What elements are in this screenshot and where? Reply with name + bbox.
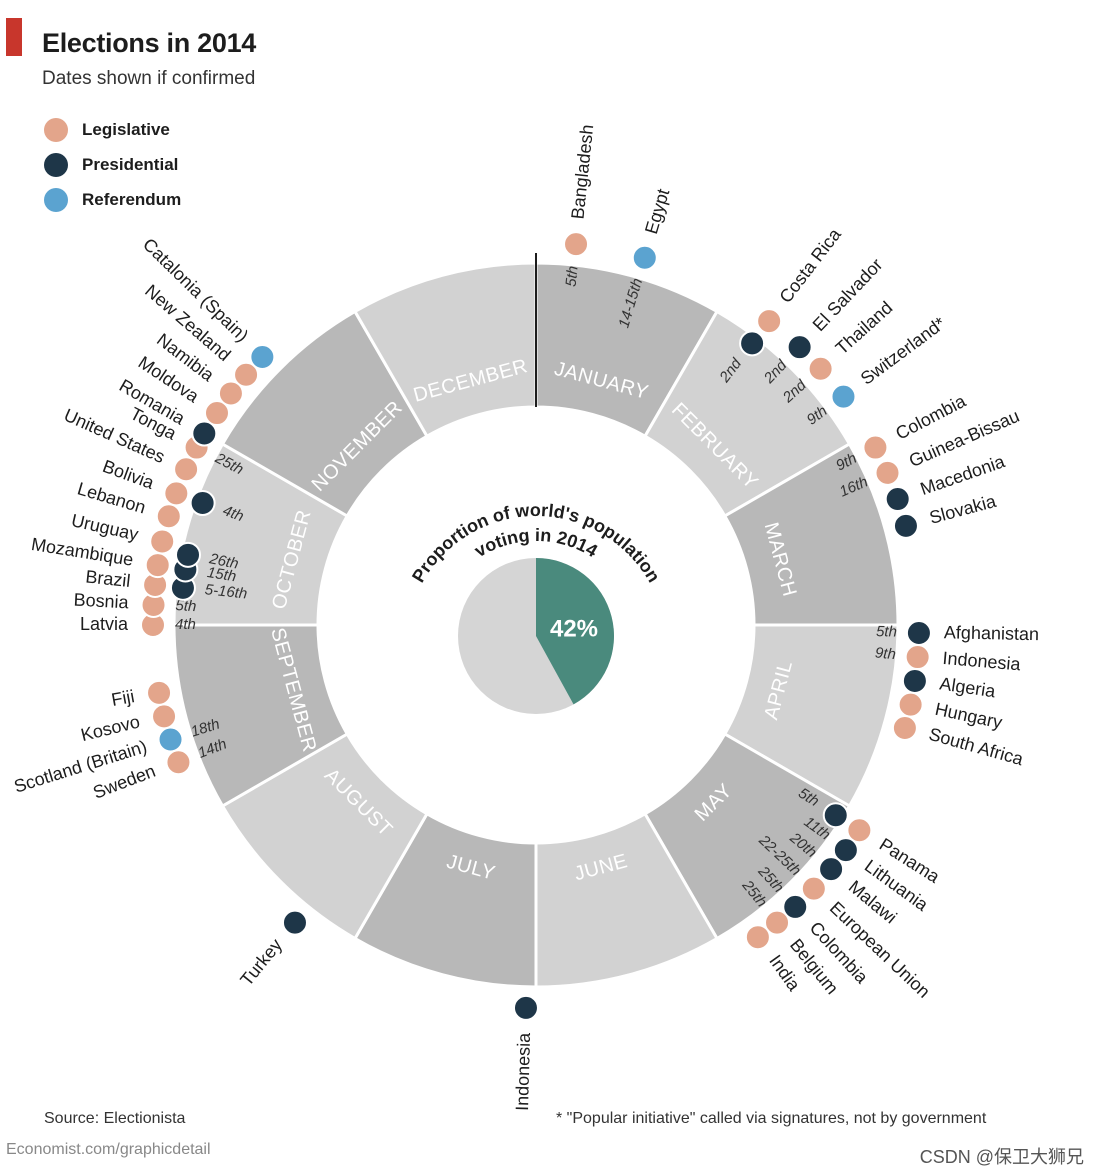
legend-item-legislative: Legislative [44,112,181,147]
election-marker-legislative [144,552,171,579]
election-marker-legislative [163,480,190,507]
legend-dot-presidential [44,152,68,177]
election-marker-legislative [233,361,260,388]
watermark: CSDN @保卫大狮兄 [919,1147,1084,1167]
election-date-label: 5th [563,265,582,288]
election-marker-presidential [782,893,809,920]
election-marker-legislative [891,714,918,741]
legend-dot-legislative [44,117,68,142]
election-marker-legislative [151,703,178,730]
election-date-label: 9th [874,644,896,663]
legend-label: Presidential [82,154,179,174]
source-note: Source: Electionista [44,1110,186,1127]
election-date-label: 5th [175,597,197,615]
election-date-label: 26th [207,550,240,573]
election-date-label: 5-16th [204,581,248,602]
election-date-label: 4th [221,502,246,525]
country-label: Uruguay [70,510,141,544]
election-marker-presidential [281,909,308,936]
election-date-label: 15th [206,564,238,585]
legend-label: Legislative [82,119,170,139]
election-marker-referendum [249,344,276,371]
chart-subtitle: Dates shown if confirmed [42,68,256,89]
country-label: Turkey [236,935,286,990]
election-marker-legislative [807,355,834,382]
legend-dot-referendum [44,187,68,212]
election-marker-presidential [189,490,216,517]
center-title-line2: voting in 2014 [471,525,601,561]
election-marker-legislative [146,679,173,706]
election-marker-legislative [756,308,783,335]
election-marker-legislative [165,749,192,776]
election-marker-presidential [832,837,859,864]
election-marker-legislative [764,909,791,936]
election-marker-presidential [818,856,845,883]
country-label: Latvia [80,614,129,634]
chart-title: Elections in 2014 [42,28,256,58]
footnote: * "Popular initiative" called via signat… [556,1110,987,1127]
legend-item-presidential: Presidential [44,147,181,182]
country-label: South Africa [927,724,1027,770]
credit-link[interactable]: Economist.com/graphicdetail [6,1141,211,1158]
country-label: Bangladesh [567,123,597,220]
election-marker-legislative [149,528,176,555]
election-marker-presidential [739,330,766,357]
legend-item-referendum: Referendum [44,182,181,217]
country-label: Afghanistan [944,622,1039,644]
election-marker-legislative [862,434,889,461]
legend: Legislative Presidential Referendum [44,112,181,217]
election-marker-presidential [512,994,539,1021]
election-marker-referendum [830,383,857,410]
election-marker-referendum [631,244,658,271]
election-date-label: 5th [876,623,897,640]
election-marker-legislative [155,503,182,530]
election-marker-legislative [846,817,873,844]
election-marker-presidential [191,420,218,447]
country-label: Egypt [641,186,673,236]
election-marker-presidential [901,667,928,694]
election-marker-presidential [786,334,813,361]
country-label: Bosnia [73,590,130,613]
election-marker-legislative [744,924,771,951]
election-marker-presidential [175,541,202,568]
country-label: Indonesia [512,1032,534,1112]
election-marker-presidential [905,620,932,647]
country-label: Algeria [938,673,997,701]
country-label: Brazil [85,566,132,591]
election-date-label: 4th [175,616,196,633]
country-label: Slovakia [927,491,999,528]
election-marker-referendum [157,726,184,753]
country-label: Fiji [110,686,136,710]
election-marker-legislative [800,875,827,902]
election-marker-legislative [173,456,200,483]
election-marker-legislative [563,231,590,258]
election-marker-legislative [904,644,931,671]
election-marker-legislative [203,400,230,427]
election-marker-presidential [822,802,849,829]
accent-bar [6,18,22,56]
election-marker-legislative [874,459,901,486]
election-marker-presidential [892,512,919,539]
pie-share-slice [536,558,615,705]
election-marker-presidential [884,486,911,513]
election-marker-legislative [897,691,924,718]
country-label: Indonesia [942,648,1022,675]
legend-label: Referendum [82,189,182,209]
election-marker-legislative [217,380,244,407]
pie-percent-label: 42% [550,615,598,642]
